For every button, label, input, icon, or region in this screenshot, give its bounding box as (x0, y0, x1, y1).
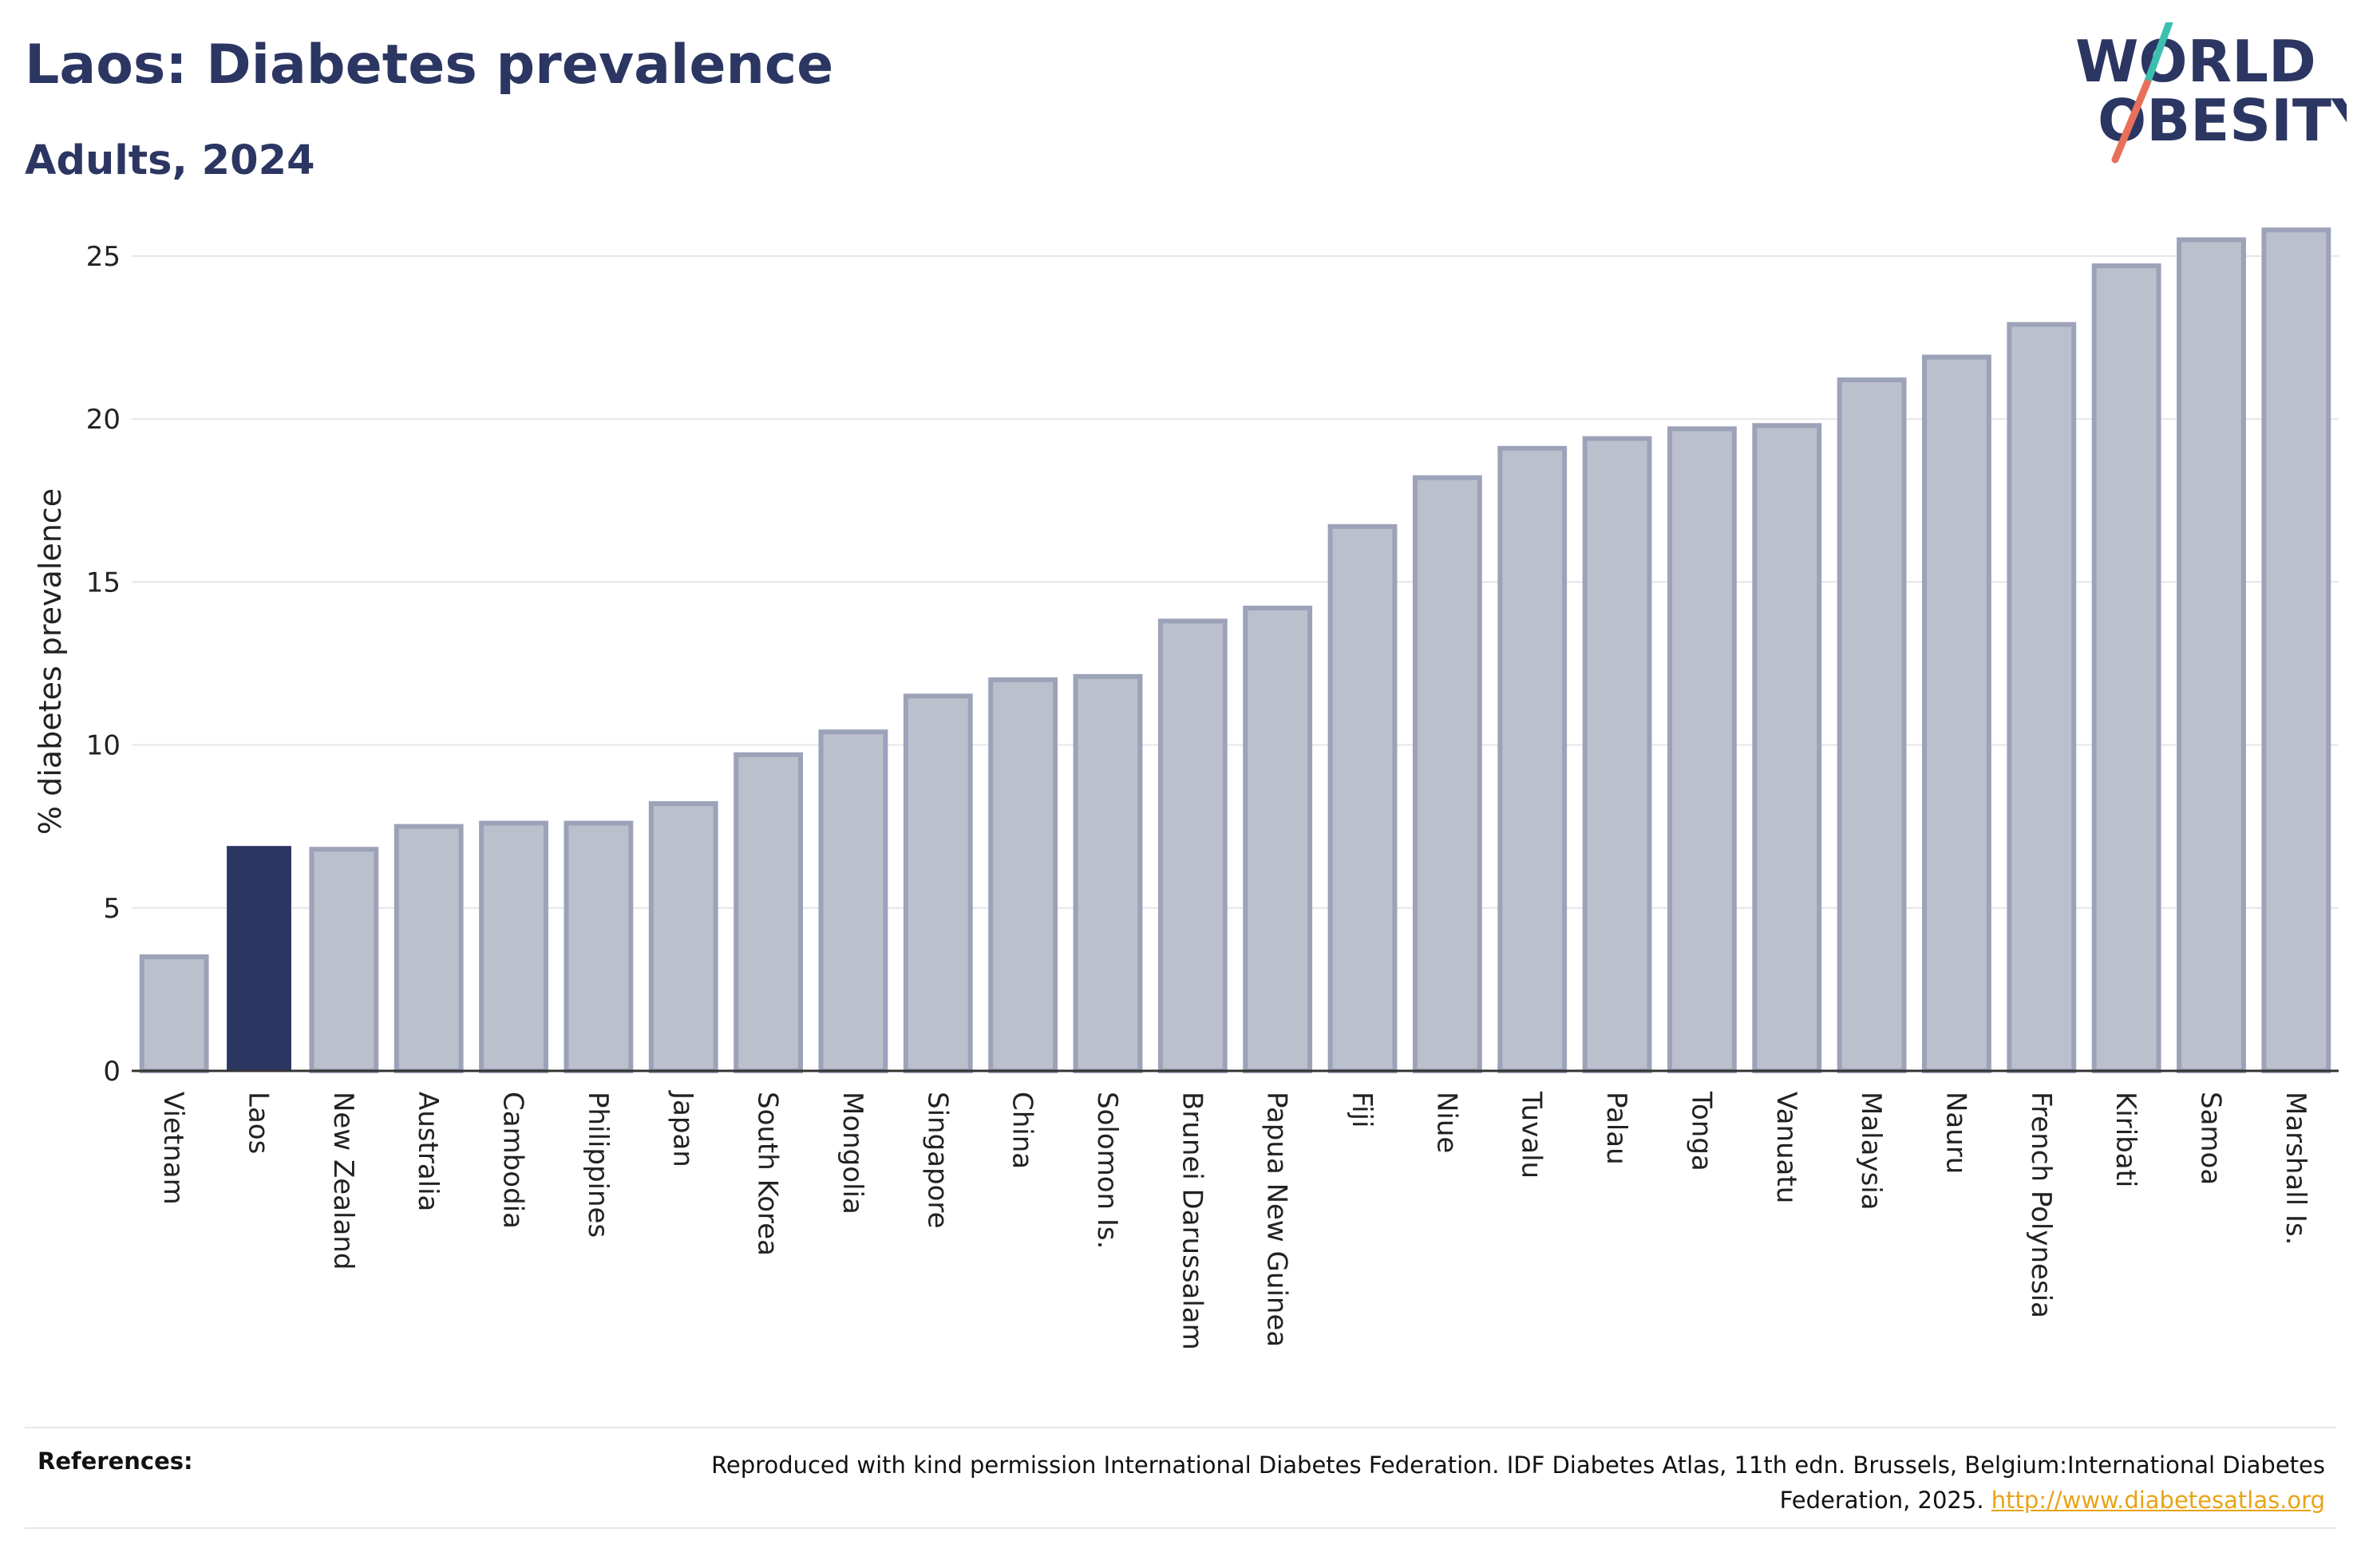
logo-slash-bottom (2111, 79, 2151, 164)
x-tick-label: Nauru (1940, 1092, 1971, 1174)
y-tick-label: 5 (103, 893, 121, 925)
x-tick-label: Laos (243, 1092, 275, 1154)
x-tick-label: French Polynesia (2025, 1092, 2057, 1318)
bar (564, 820, 634, 1073)
references-link[interactable]: http://www.diabetesatlas.org (1991, 1487, 2325, 1514)
bar-chart: 0 5 10 15 20 25 Vietnam Laos New Zealand Austral… (33, 227, 2339, 1350)
x-tick-label: Palau (1600, 1092, 1632, 1165)
bar (1752, 423, 1822, 1073)
x-tick-label: South Korea (752, 1092, 784, 1256)
x-tick-label: Papua New Guinea (1261, 1092, 1293, 1347)
references-text: Reproduced with kind permission Internat… (617, 1448, 2325, 1518)
x-tick-label: Cambodia (497, 1092, 529, 1229)
bar (1922, 354, 1991, 1073)
references-panel: References: Reproduced with kind permiss… (25, 1427, 2336, 1529)
bar (1157, 618, 1228, 1073)
bar (734, 752, 804, 1073)
bar (1243, 605, 1313, 1073)
x-tick-label: Samoa (2194, 1092, 2226, 1185)
logo-slash-top (2143, 22, 2173, 87)
bar (1582, 436, 1652, 1074)
y-tick-label: 10 (86, 730, 121, 762)
x-tick-label: Singapore (921, 1092, 953, 1229)
bar (648, 801, 718, 1073)
bar (394, 823, 464, 1074)
y-axis-title: % diabetes prevalence (33, 488, 68, 835)
x-tick-label: Japan (666, 1090, 698, 1167)
x-tick-label: Fiji (1346, 1092, 1378, 1128)
bar (1497, 445, 1568, 1074)
bar (903, 693, 973, 1073)
x-tick-label: Mongolia (836, 1092, 868, 1215)
x-tick-label: Kiribati (2110, 1092, 2142, 1187)
x-tick-label: Vanuatu (1770, 1092, 1802, 1203)
references-label: References: (38, 1448, 193, 1475)
x-tick-label: Australia (412, 1092, 444, 1211)
bar (1667, 426, 1737, 1074)
y-axis-ticks: 0 5 10 15 20 25 (86, 241, 121, 1088)
bar (1837, 377, 1907, 1074)
bar (479, 820, 548, 1073)
bar (309, 847, 379, 1073)
x-tick-label: Niue (1430, 1092, 1462, 1153)
chart-title: Laos: Diabetes prevalence (25, 34, 834, 97)
x-tick-label: Philippines (582, 1092, 614, 1238)
bar (2091, 263, 2161, 1074)
chart-subtitle: Adults, 2024 (25, 137, 315, 184)
bar (1412, 475, 1482, 1074)
x-tick-label: Vietnam (157, 1092, 189, 1205)
bar (2177, 237, 2246, 1073)
bar (988, 677, 1058, 1073)
x-tick-label: New Zealand (327, 1092, 359, 1270)
bar-highlight (227, 846, 291, 1071)
x-axis-labels: Vietnam Laos New Zealand Australia Cambodia P… (157, 1090, 2312, 1350)
bar (2261, 227, 2331, 1074)
x-tick-label: Marshall Is. (2280, 1092, 2312, 1246)
y-tick-label: 0 (103, 1056, 121, 1088)
references-citation: Reproduced with kind permission Internat… (711, 1451, 2325, 1514)
x-tick-label: Tuvalu (1516, 1091, 1548, 1179)
x-tick-label: China (1006, 1092, 1038, 1169)
x-tick-label: Brunei Darussalam (1176, 1092, 1208, 1350)
world-obesity-logo: WORLD OBESITY (2075, 22, 2347, 164)
bar (818, 729, 888, 1073)
bar (139, 954, 209, 1073)
bars (139, 227, 2331, 1074)
bar (2007, 322, 2077, 1074)
bar (1073, 673, 1143, 1073)
bar (1327, 523, 1398, 1074)
y-tick-label: 20 (86, 404, 121, 436)
y-tick-label: 25 (86, 241, 121, 273)
y-tick-label: 15 (86, 567, 121, 598)
x-tick-label: Malaysia (1855, 1092, 1887, 1211)
x-tick-label: Tonga (1685, 1091, 1717, 1171)
x-tick-label: Solomon Is. (1091, 1092, 1123, 1249)
logo-line1: WORLD (2075, 28, 2316, 95)
